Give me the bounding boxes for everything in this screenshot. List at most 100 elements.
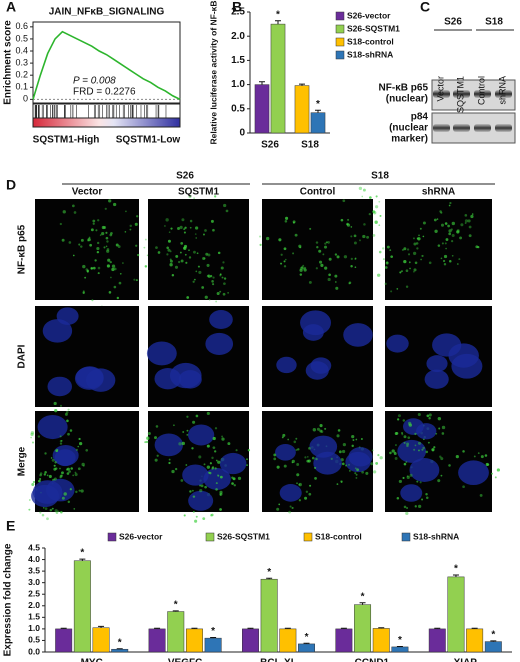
speckle — [223, 282, 226, 286]
speckle — [219, 490, 223, 494]
speckle — [292, 220, 296, 224]
blot-band — [474, 90, 491, 98]
speckle — [211, 456, 214, 460]
speckle — [207, 253, 211, 257]
speckle — [73, 508, 76, 510]
speckle — [462, 450, 465, 453]
speckle — [351, 444, 354, 448]
y-tick-label: 0.2 — [15, 70, 28, 80]
speckle — [308, 447, 311, 450]
nucleus — [305, 361, 329, 380]
speckle — [298, 483, 301, 486]
speckle — [468, 225, 472, 229]
chart-title: JAIN_NFκB_SIGNALING — [49, 7, 165, 18]
speckle — [194, 519, 198, 523]
speckle — [314, 476, 317, 480]
speckle — [464, 219, 469, 223]
speckle — [235, 449, 238, 452]
bar — [92, 627, 110, 653]
speckle — [144, 441, 147, 444]
group-label: S26 — [444, 17, 462, 28]
speckle — [374, 220, 378, 224]
speckle — [441, 242, 444, 245]
speckle — [198, 455, 202, 459]
speckle — [443, 254, 448, 259]
speckle — [451, 254, 454, 257]
speckle — [83, 465, 85, 467]
speckle — [79, 441, 83, 446]
speckle — [428, 417, 431, 420]
speckle — [96, 246, 100, 251]
speckle — [378, 200, 381, 203]
speckle — [39, 477, 42, 481]
speckle — [328, 257, 332, 261]
speckle — [109, 233, 113, 237]
speckle — [89, 243, 93, 247]
legend-label: S18-control — [315, 531, 362, 541]
legend-swatch — [335, 37, 345, 47]
speckle — [393, 452, 397, 456]
speckle — [212, 446, 216, 450]
speckle — [168, 461, 171, 465]
speckle — [32, 480, 36, 484]
speckle — [217, 474, 220, 477]
speckle — [405, 269, 409, 273]
speckle — [422, 221, 426, 225]
nucleus — [426, 355, 448, 373]
speckle — [259, 243, 262, 246]
speckle — [43, 473, 47, 476]
speckle — [46, 517, 49, 521]
speckle — [403, 462, 407, 466]
speckle — [413, 237, 415, 240]
nucleus — [309, 435, 338, 458]
speckle — [65, 468, 69, 471]
speckle — [433, 218, 437, 222]
speckle — [420, 258, 422, 261]
speckle — [320, 430, 324, 434]
speckle — [191, 489, 194, 492]
blot-band — [433, 90, 450, 98]
y-tick-label: 0.5 — [15, 33, 28, 43]
speckle — [122, 262, 124, 264]
speckle — [353, 241, 357, 245]
speckle — [417, 412, 421, 417]
speckle — [135, 279, 138, 282]
speckle — [155, 425, 159, 428]
speckle — [451, 239, 454, 243]
speckle — [222, 292, 226, 296]
speckle — [192, 510, 195, 513]
speckle — [219, 290, 222, 293]
y-tick-label: 2.0 — [28, 600, 40, 610]
speckle — [341, 462, 345, 466]
bar — [111, 648, 129, 653]
speckle — [406, 442, 410, 446]
speckle — [154, 436, 157, 440]
y-tick-label: 0.3 — [15, 57, 28, 67]
speckle — [193, 278, 196, 281]
speckle — [30, 431, 35, 435]
error-bar — [340, 627, 347, 629]
speckle — [336, 434, 340, 438]
speckle — [68, 241, 72, 244]
speckle — [451, 233, 455, 238]
legend-swatch — [335, 24, 345, 34]
speckle — [183, 514, 186, 517]
speckle — [225, 209, 229, 213]
speckle — [406, 507, 408, 509]
speckle — [110, 276, 112, 279]
speckle — [49, 508, 53, 512]
speckle — [177, 227, 180, 230]
speckle — [334, 253, 338, 256]
bar — [55, 628, 73, 653]
y-tick-label: 1.5 — [231, 55, 245, 66]
speckle — [212, 276, 215, 279]
speckle — [82, 291, 85, 294]
bar — [447, 576, 465, 653]
speckle — [297, 448, 300, 451]
speckle — [346, 223, 351, 227]
speckle — [180, 241, 184, 245]
speckle — [440, 223, 445, 227]
speckle — [111, 267, 115, 272]
speckle — [223, 203, 227, 208]
speckle — [382, 258, 385, 261]
